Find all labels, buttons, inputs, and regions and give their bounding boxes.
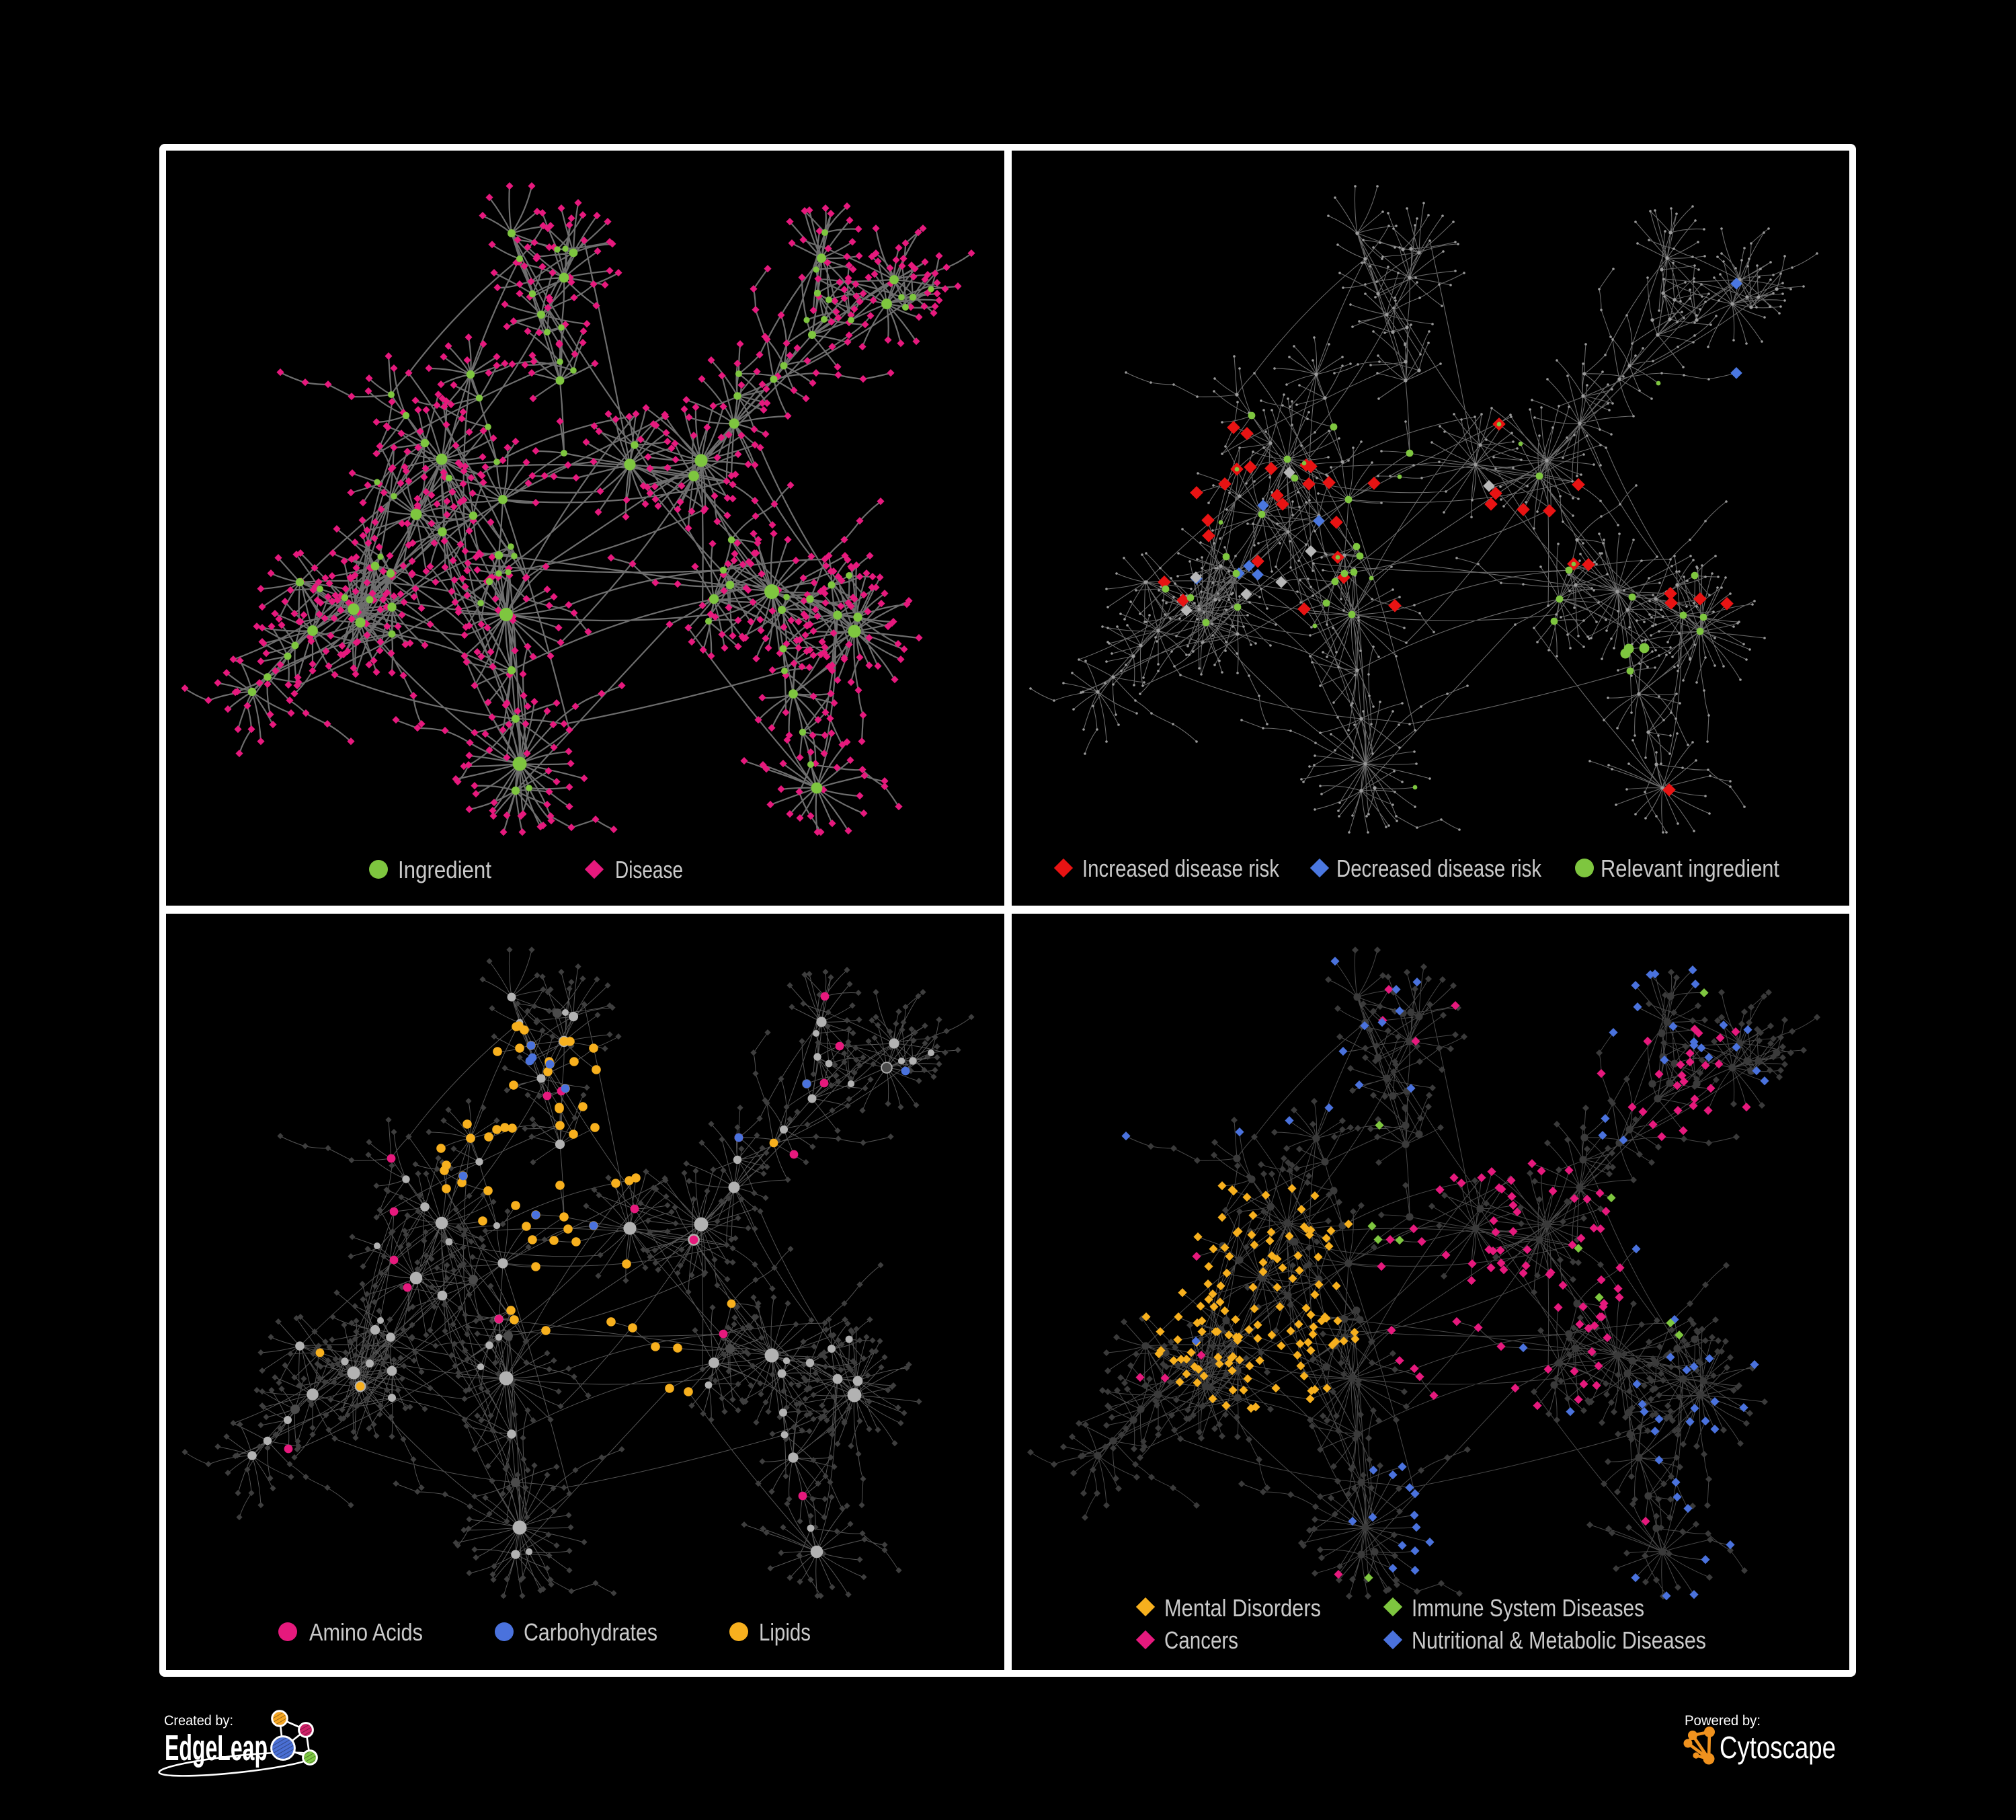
svg-text:Increased disease risk: Increased disease risk	[1082, 855, 1280, 882]
svg-text:Immune System Diseases: Immune System Diseases	[1412, 1594, 1644, 1622]
svg-text:Powered by:: Powered by:	[1685, 1713, 1761, 1729]
svg-text:Created by:: Created by:	[164, 1713, 233, 1729]
svg-text:Decreased disease risk: Decreased disease risk	[1336, 855, 1542, 882]
svg-text:Ingredient: Ingredient	[398, 856, 491, 883]
svg-text:EdgeLeap: EdgeLeap	[165, 1728, 268, 1768]
svg-text:Amino Acids: Amino Acids	[309, 1618, 423, 1646]
svg-text:Mental Disorders: Mental Disorders	[1164, 1594, 1321, 1622]
svg-text:Carbohydrates: Carbohydrates	[524, 1618, 657, 1646]
svg-text:Disease: Disease	[615, 856, 683, 883]
svg-text:Cytoscape: Cytoscape	[1720, 1730, 1836, 1765]
svg-text:Cancers: Cancers	[1164, 1626, 1238, 1654]
svg-text:Relevant ingredient: Relevant ingredient	[1601, 855, 1779, 882]
svg-text:Lipids: Lipids	[759, 1618, 811, 1646]
svg-text:Nutritional & Metabolic Diseas: Nutritional & Metabolic Diseases	[1412, 1626, 1706, 1654]
